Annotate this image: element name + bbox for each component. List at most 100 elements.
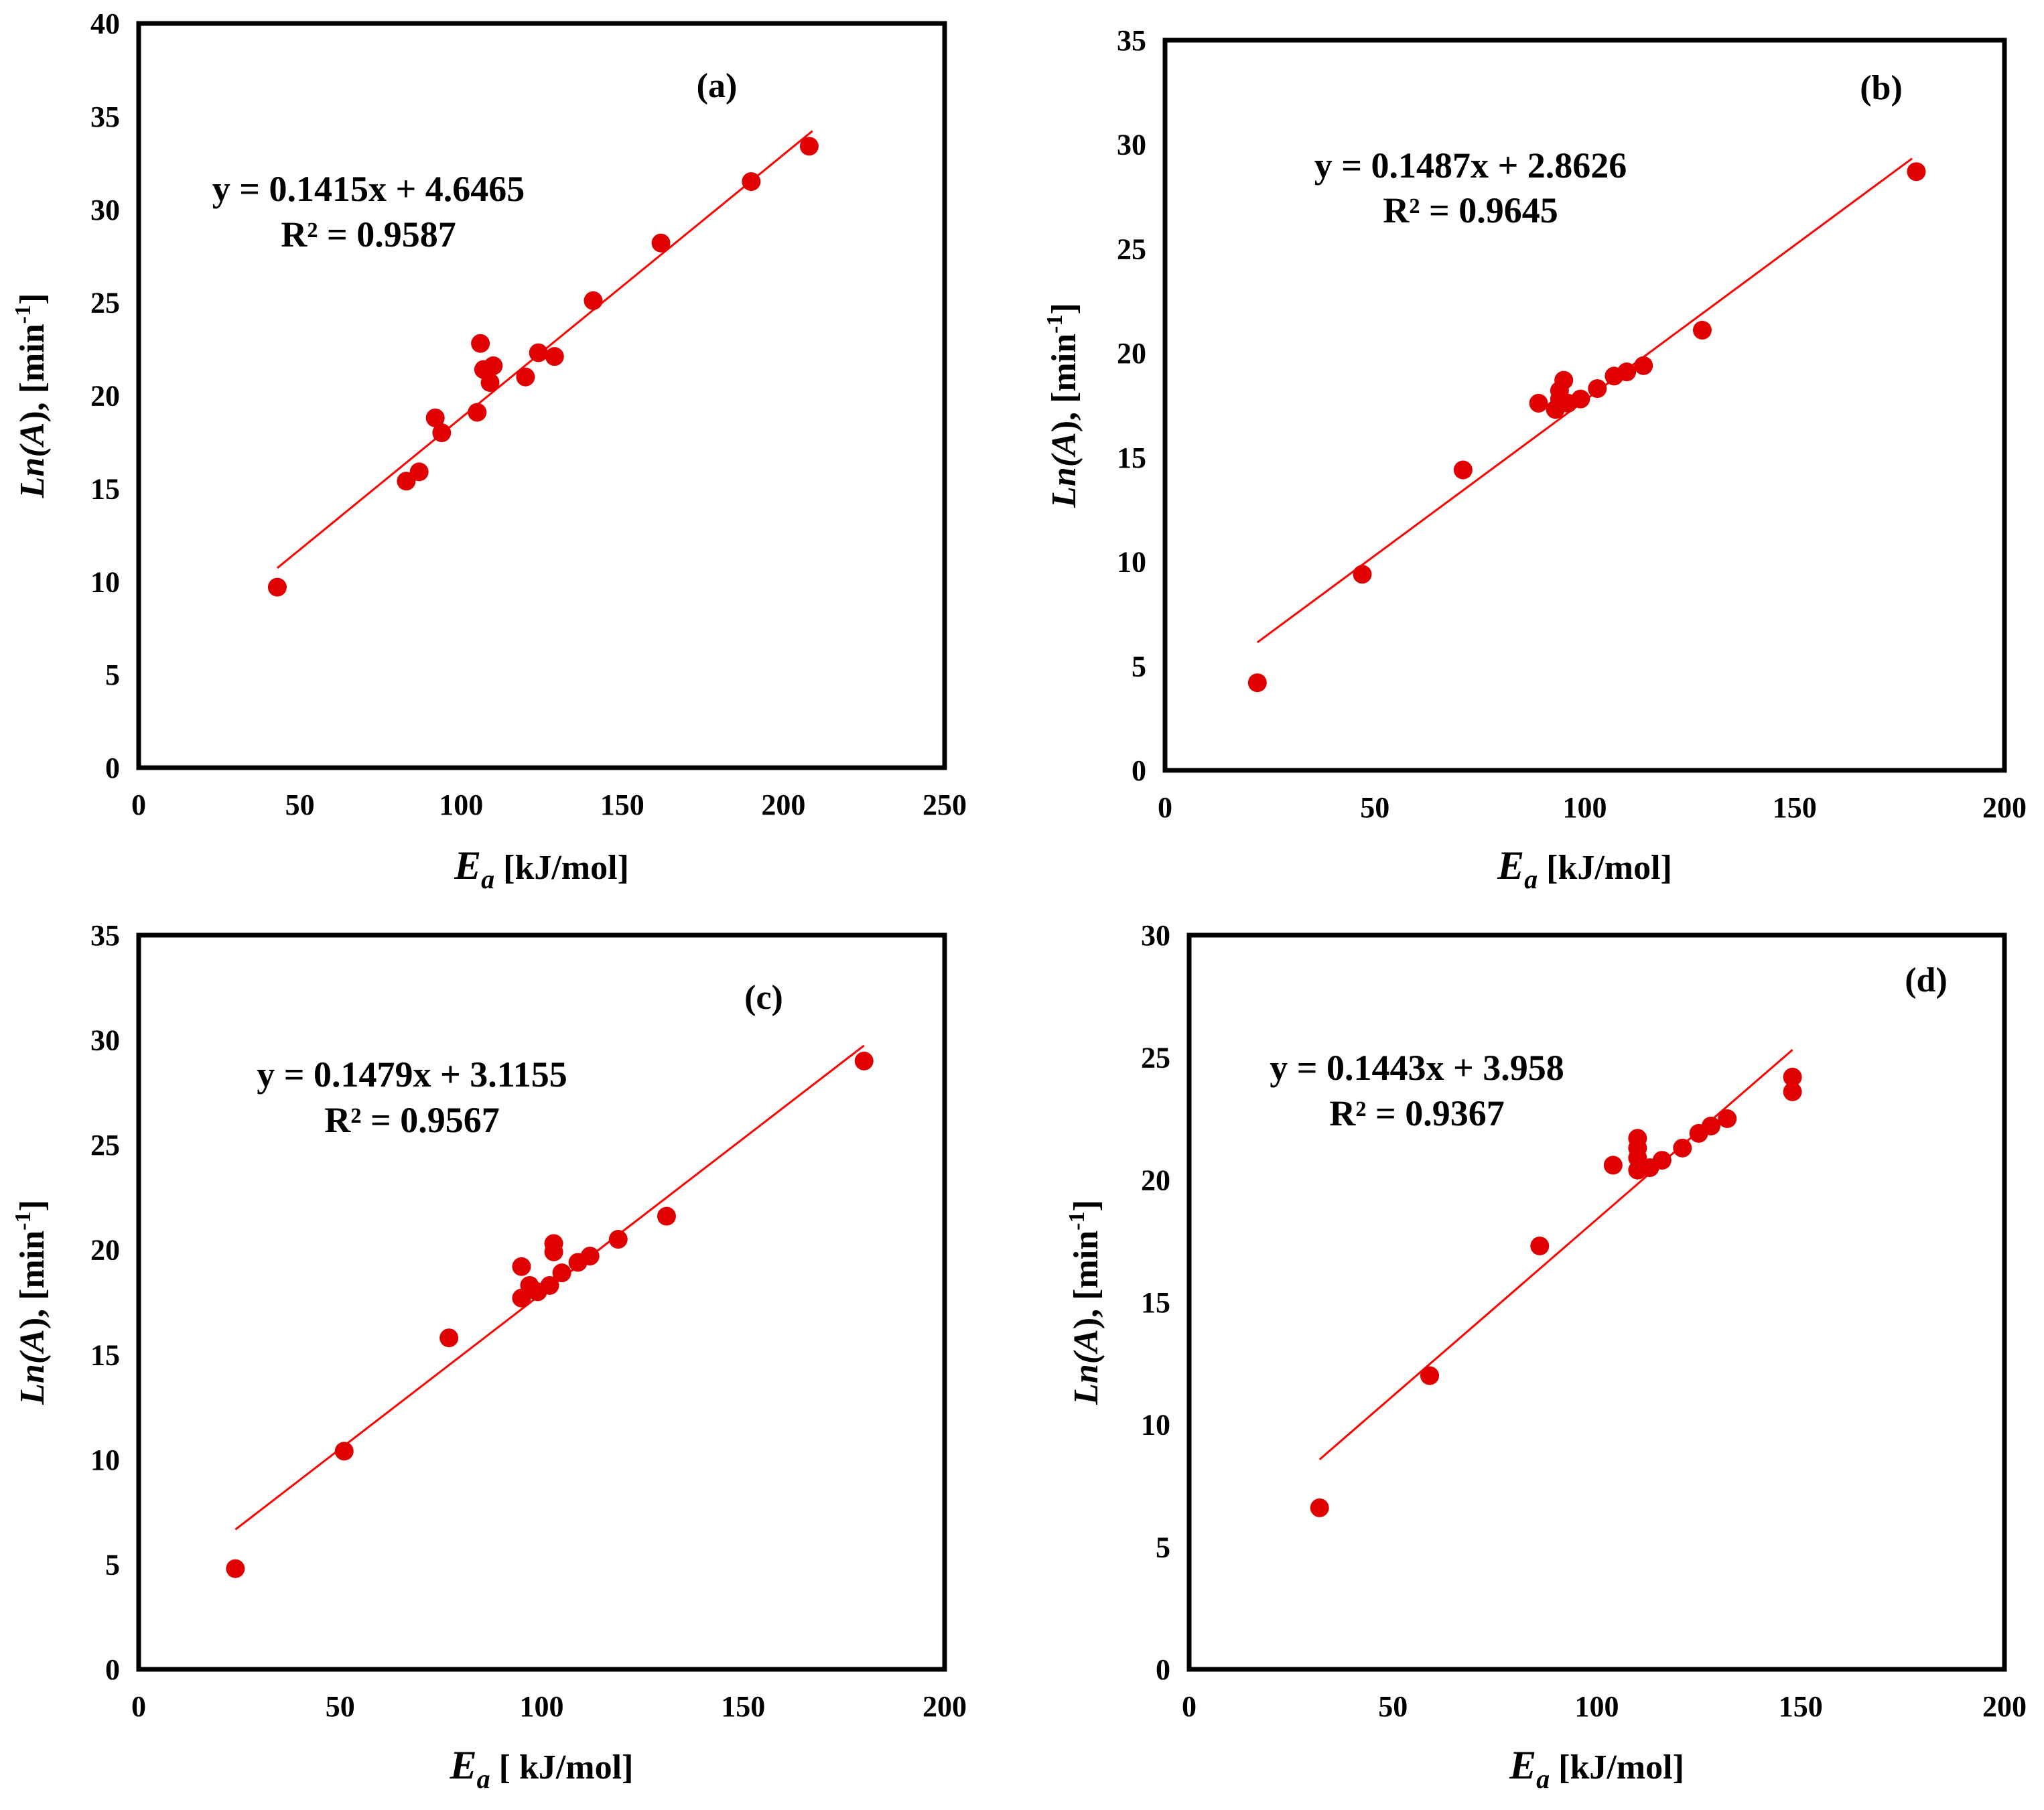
trendline-equation: y = 0.1415x + 4.6465 [212,169,525,209]
data-point [580,1247,600,1266]
data-point [512,1257,531,1276]
y-axis-title-end: ] [1067,1200,1105,1211]
x-tick-label: 50 [1378,1690,1408,1723]
panel-label: (d) [1905,961,1948,999]
data-point [1718,1109,1737,1128]
plot-frame [1162,38,2007,773]
x-tick-label: 200 [1982,791,2027,824]
y-tick-label: 35 [90,919,120,952]
y-tick-label: 15 [1141,1286,1170,1319]
data-point [1701,1116,1720,1135]
r-squared: R² = 0.9367 [1329,1093,1504,1133]
y-axis-title-unit: ), [min [13,324,52,422]
data-point [1310,1498,1329,1517]
y-tick-label: 20 [90,380,120,413]
y-tick-label: 30 [1117,129,1146,161]
data-point [1529,393,1548,413]
data-point [584,291,603,310]
x-axis-title-unit: [kJ/mol] [1538,849,1672,887]
y-axis-title-end: ] [1045,303,1083,314]
data-point [854,1051,874,1070]
x-axis-title: Ea [kJ/mol] [1497,843,1672,894]
data-point [267,577,287,597]
x-tick-label: 100 [439,788,483,821]
data-point [529,343,548,362]
data-point [1453,460,1473,480]
y-tick-label: 5 [105,1548,120,1581]
y-axis-title: Ln(A), [min-1] [11,293,52,499]
data-point [516,367,535,387]
x-tick-label: 200 [761,788,805,821]
chart-panel-b: 0 5 10 15 20 25 30 35 0 50 100 150 200 (b) y = 0.1487x… [1042,24,2027,894]
y-tick-label: 25 [1141,1042,1170,1074]
y-tick-label: 30 [90,194,120,226]
r-squared: R² = 0.9645 [1383,190,1558,230]
y-tick-label: 10 [1117,546,1146,579]
data-point [1530,1236,1550,1255]
x-tick-label: 200 [923,1690,967,1723]
y-axis-title-prefix: Ln( [13,1350,52,1405]
x-axis-title-unit: [kJ/mol] [494,849,629,887]
y-axis-title-prefix: Ln( [1067,1350,1105,1405]
x-tick-label: 0 [1182,1690,1197,1723]
data-point [432,423,452,443]
y-axis-title-prefix: Ln( [13,443,52,499]
data-point [1634,356,1653,375]
data-point [1907,162,1926,182]
x-axis-title-symbol: E [454,843,481,888]
panel-label: (c) [744,979,783,1017]
r-squared: R² = 0.9587 [281,214,456,255]
y-axis-title: Ln(A), [min-1] [1065,1200,1105,1405]
y-tick-label: 20 [1117,337,1146,370]
y-tick-label: 10 [90,565,120,598]
y-tick-label: 25 [90,1129,120,1162]
x-axis-title-unit: [ kJ/mol] [490,1748,634,1787]
data-point [409,462,429,482]
panel-label: (b) [1860,69,1903,107]
y-tick-label: 15 [90,472,120,505]
trendline-equation: y = 0.1487x + 2.8626 [1314,145,1627,186]
data-point [1692,320,1712,340]
x-axis-title: Ea [kJ/mol] [454,843,629,894]
y-tick-label: 5 [1132,650,1146,683]
chart-panel-a: 0 5 10 15 20 25 30 35 40 0 50 100 150 200 250 (a) y = 0.… [11,7,967,894]
x-axis-title-unit: [kJ/mol] [1550,1748,1684,1787]
data-point [439,1328,459,1348]
x-axis-title-subscript: a [1524,864,1538,894]
data-point [1420,1366,1440,1385]
x-tick-label: 0 [1158,791,1172,824]
x-tick-label: 50 [285,788,315,821]
data-point [1554,370,1574,390]
data-point [480,373,500,393]
trendline-equation: y = 0.1443x + 3.958 [1270,1048,1564,1088]
data-point [799,137,819,156]
y-axis-title: Ln(A), [min-1] [11,1200,52,1405]
x-tick-label: 100 [520,1690,564,1723]
y-tick-label: 30 [90,1024,120,1057]
x-axis-title-symbol: E [1497,843,1524,888]
y-tick-label: 15 [1117,441,1146,474]
y-tick-label: 15 [90,1338,120,1371]
trendline-equation: y = 0.1479x + 3.1155 [257,1054,567,1095]
y-tick-label: 35 [90,100,120,133]
y-tick-label: 10 [1141,1409,1170,1442]
data-point [484,356,503,376]
y-axis-title-superscript: -1 [11,1211,36,1230]
y-axis-title: Ln(A), [min-1] [1042,303,1083,508]
x-tick-label: 50 [1360,791,1389,824]
data-point [1353,565,1372,584]
y-axis-title-superscript: -1 [1042,314,1067,333]
data-point [397,472,416,491]
x-tick-label: 100 [1575,1690,1619,1723]
data-point [552,1263,571,1283]
x-tick-label: 50 [326,1690,355,1723]
data-point [1617,362,1637,382]
chart-panel-d: 0 5 10 15 20 25 30 0 50 100 150 200 (d) y = 0.1443x +… [1065,919,2027,1794]
data-point [608,1230,628,1249]
y-axis-title-unit: ), [min [13,1231,52,1329]
y-tick-label: 25 [90,287,120,320]
x-tick-label: 0 [131,1690,146,1723]
y-axis-title-unit: ), [min [1067,1231,1105,1329]
y-tick-label: 30 [1141,919,1170,952]
